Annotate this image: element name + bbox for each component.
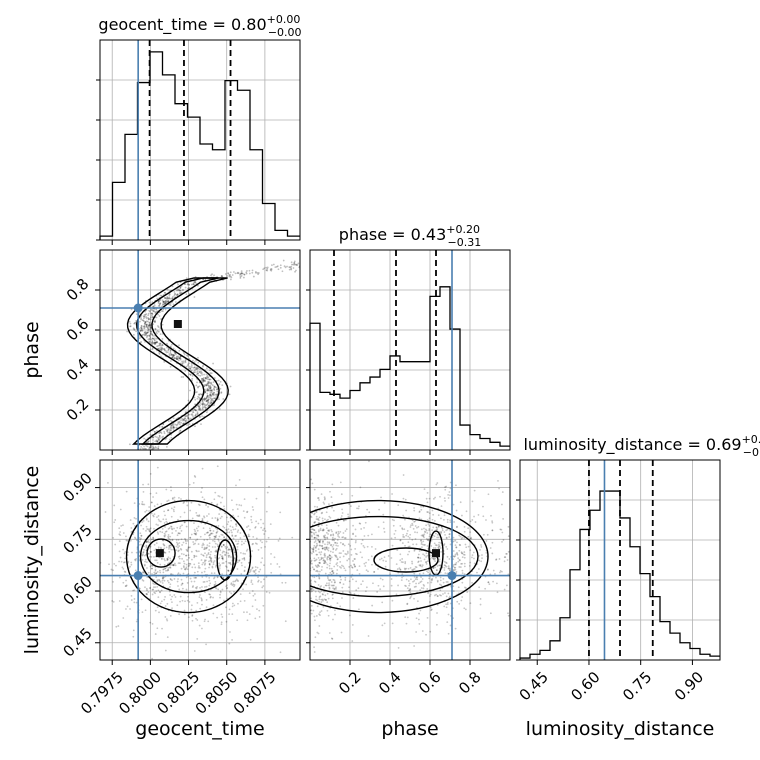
- contour-mid: [139, 519, 238, 594]
- panel-title: geocent_time = 0.80+0.00 −0.00: [98, 13, 301, 39]
- x-tick-label: 0.4: [375, 668, 405, 698]
- contour-inner: [373, 547, 439, 573]
- scatter-panel-geocent_time-vs-phase: [99, 249, 301, 451]
- x-tick-label: 0.8: [455, 668, 485, 698]
- contour-inner: [146, 538, 176, 568]
- y-tick-label: 0.75: [59, 521, 95, 557]
- truth-marker: [133, 571, 143, 581]
- density-peak: [173, 320, 182, 328]
- truth-marker: [133, 303, 143, 313]
- axes: 0.20.40.60.80.450.600.750.900.79750.8000…: [21, 275, 714, 740]
- x-axis-label: phase: [381, 718, 438, 740]
- hist-panel-geocent_time: geocent_time = 0.80+0.00 −0.00: [96, 13, 302, 245]
- histogram-phase: [309, 286, 510, 450]
- x-axis-label: geocent_time: [135, 718, 264, 740]
- y-axis-label: luminosity_distance: [21, 466, 43, 655]
- hist-panel-phase: phase = 0.43+0.20 −0.31: [306, 223, 511, 455]
- y-tick-label: 0.45: [59, 624, 95, 660]
- x-tick-label: 0.60: [567, 668, 603, 704]
- y-tick-label: 0.90: [59, 469, 95, 505]
- density-peak: [155, 549, 164, 558]
- y-tick-label: 0.2: [63, 395, 93, 425]
- x-tick-label: 0.75: [619, 668, 655, 704]
- x-tick-label: 0.2: [335, 668, 365, 698]
- contour-inner: [136, 277, 220, 445]
- hist-panel-luminosity_distance: luminosity_distance = 0.69+0.09−0.09: [516, 433, 760, 661]
- density-peak: [432, 549, 440, 558]
- x-axis-label: luminosity_distance: [526, 718, 715, 740]
- panel-title: luminosity_distance = 0.69+0.09−0.09: [523, 433, 760, 459]
- y-tick-label: 0.8: [63, 275, 93, 305]
- y-tick-label: 0.6: [63, 315, 93, 345]
- contour-mid: [310, 515, 479, 598]
- y-tick-label: 0.60: [59, 573, 95, 609]
- panel-title: phase = 0.43+0.20 −0.31: [339, 223, 481, 249]
- x-tick-label: 0.8075: [230, 668, 280, 718]
- contour-inner: [216, 539, 234, 581]
- contour-outer: [125, 499, 252, 614]
- histogram-geocent_time: [99, 51, 300, 240]
- x-tick-label: 0.90: [671, 668, 707, 704]
- y-axis-label: phase: [21, 321, 43, 378]
- scatter-panel-phase-vs-luminosity_distance: [309, 459, 511, 661]
- x-tick-label: 0.6: [415, 668, 445, 698]
- y-tick-label: 0.4: [63, 355, 93, 385]
- contour-outer: [310, 499, 489, 614]
- contour-outer: [126, 277, 229, 445]
- truth-marker: [447, 571, 457, 581]
- x-tick-label: 0.45: [516, 668, 552, 704]
- scatter-panel-geocent_time-vs-luminosity_distance: [99, 459, 301, 661]
